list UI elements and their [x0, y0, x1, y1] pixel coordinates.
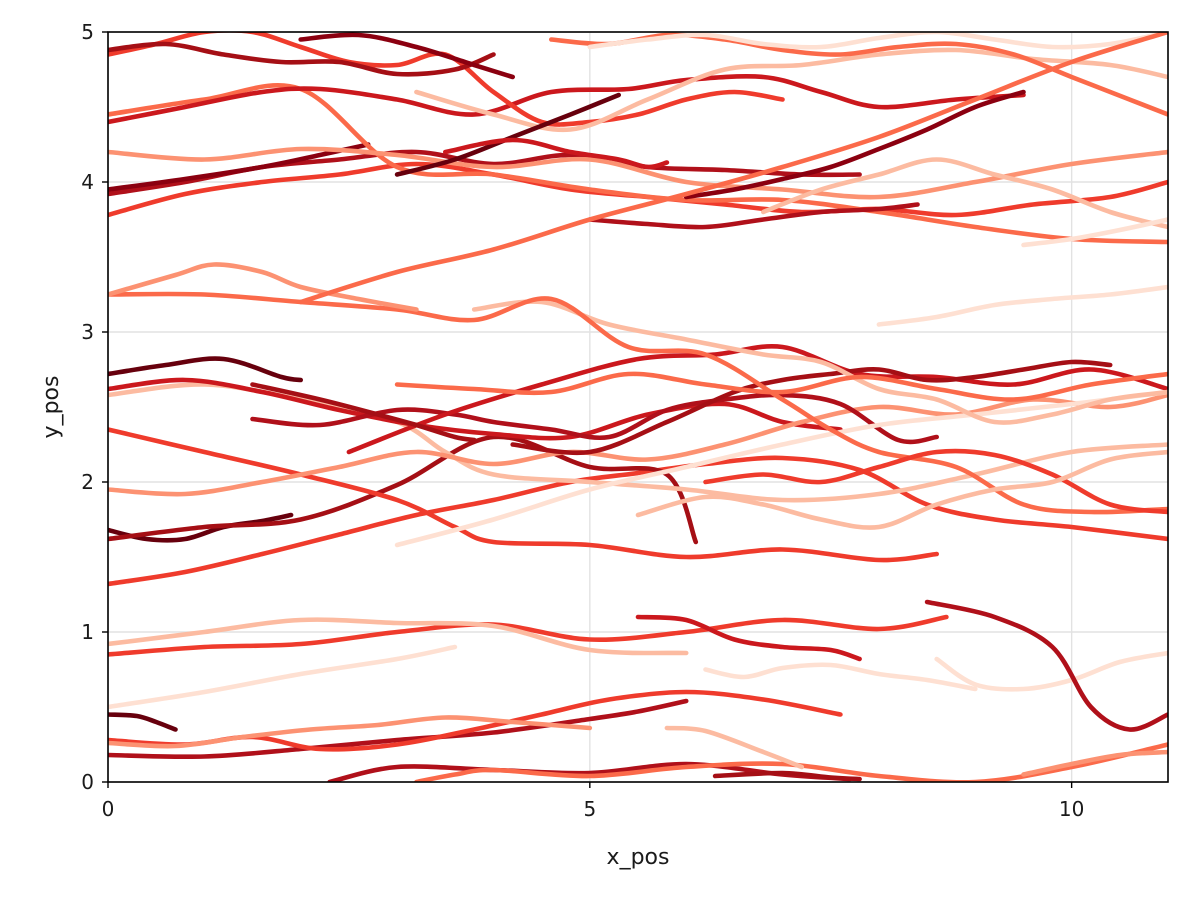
series-line-28 — [394, 389, 1168, 548]
series-line-52 — [761, 157, 1168, 230]
series-line-38 — [108, 83, 1168, 245]
series-line-22 — [108, 377, 843, 441]
series-lines — [108, 32, 1168, 782]
series-line-6 — [108, 614, 949, 657]
y-axis-label: y_pos — [39, 376, 64, 439]
series-line-29 — [471, 299, 1168, 425]
series-line-1 — [108, 712, 178, 732]
series-line-17 — [108, 455, 1168, 587]
x-tick-label: 0 — [102, 797, 115, 821]
series-line-19 — [108, 434, 699, 545]
x-tick-label: 5 — [583, 797, 596, 821]
y-tick-label: 1 — [81, 620, 94, 644]
series-line-14 — [934, 650, 1168, 692]
series-line-25 — [250, 392, 939, 445]
series-line-11 — [635, 614, 862, 662]
x-tick-label: 10 — [1059, 797, 1084, 821]
series-line-23 — [108, 356, 303, 383]
series-line-40 — [108, 146, 1168, 200]
series-line-46 — [587, 32, 1168, 50]
gridlines — [107, 31, 1168, 783]
series-line-24 — [108, 392, 1168, 497]
series-line-50 — [587, 202, 920, 230]
x-axis-label: x_pos — [607, 845, 670, 870]
series-line-21 — [108, 427, 939, 563]
series-line-54 — [703, 448, 1168, 515]
series-line-26 — [346, 344, 1168, 455]
series-line-39 — [108, 74, 1026, 125]
series-line-48 — [683, 89, 1026, 200]
series-line-34 — [250, 382, 477, 443]
y-axis-ticks: 0 1 2 3 4 5 — [81, 20, 108, 794]
y-tick-label: 3 — [81, 320, 94, 344]
series-line-51 — [298, 32, 1168, 305]
y-tick-label: 0 — [81, 770, 94, 794]
series-line-42 — [108, 41, 496, 77]
series-line-31 — [108, 262, 419, 312]
y-tick-label: 5 — [81, 20, 94, 44]
series-line-15 — [1021, 749, 1168, 777]
series-line-5 — [108, 644, 458, 710]
series-line-7 — [108, 617, 689, 656]
series-line-53 — [1021, 217, 1168, 248]
series-line-45 — [549, 32, 1168, 117]
series-line-18 — [108, 512, 294, 543]
series-line-16 — [924, 599, 1168, 732]
series-line-13 — [664, 725, 805, 770]
series-line-4 — [108, 715, 593, 749]
series-line-55 — [635, 449, 1168, 530]
plot-frame — [107, 31, 1169, 783]
series-line-12 — [703, 662, 978, 692]
series-line-32 — [876, 284, 1168, 327]
x-axis-ticks: 0 5 10 — [102, 782, 1084, 821]
y-tick-label: 2 — [81, 470, 94, 494]
series-line-44 — [414, 47, 1168, 133]
series-line-47 — [394, 92, 621, 177]
series-line-33 — [394, 371, 1168, 402]
series-line-2 — [108, 698, 689, 760]
series-line-10 — [712, 770, 862, 782]
y-tick-label: 4 — [81, 170, 94, 194]
series-line-49 — [443, 137, 670, 170]
series-line-43 — [298, 32, 515, 80]
